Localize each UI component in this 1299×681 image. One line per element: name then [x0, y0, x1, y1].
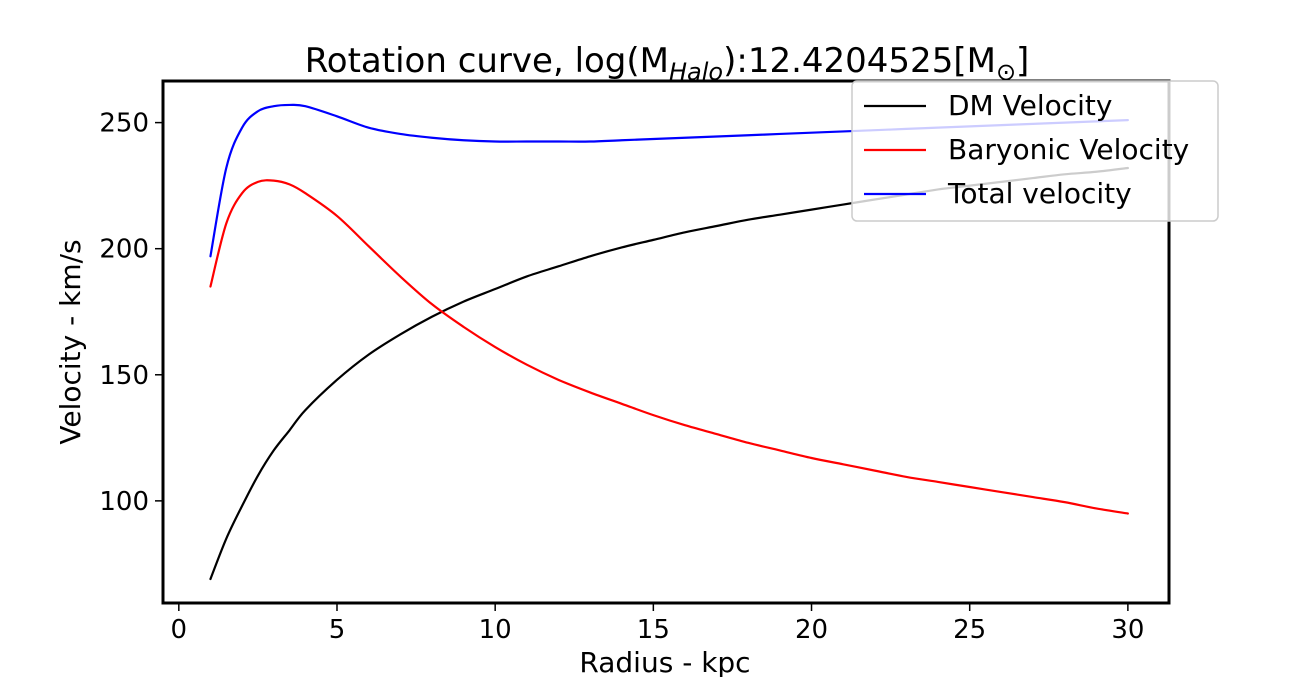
- y-tick-label: 250: [99, 109, 149, 139]
- title-suffix: ]: [1016, 41, 1029, 81]
- legend-label-dm-velocity: DM Velocity: [948, 89, 1112, 122]
- title-prefix: Rotation curve, log(M: [305, 41, 669, 81]
- title-middle: ):12.4204525[M: [723, 41, 996, 81]
- y-tick-label: 150: [99, 361, 149, 391]
- x-tick-label: 20: [795, 615, 828, 645]
- x-tick-label: 5: [329, 615, 346, 645]
- x-tick-label: 30: [1111, 615, 1144, 645]
- legend: DM Velocity Baryonic Velocity Total veloci…: [851, 80, 1219, 222]
- legend-label-baryonic-velocity: Baryonic Velocity: [948, 133, 1189, 166]
- x-tick-label: 0: [171, 615, 188, 645]
- axes: 0 5 10 15 20 25 30 100 150 200 250: [99, 79, 1171, 645]
- x-axis-label: Radius - kpc: [579, 646, 750, 677]
- chart-title: Rotation curve, log(MHalo):12.4204525[M⊙…: [305, 41, 1030, 86]
- y-axis-label: Velocity - km/s: [54, 239, 87, 444]
- series-line-baryonic-velocity: [209, 179, 1129, 515]
- x-tick-label: 15: [637, 615, 670, 645]
- plot-frame: [161, 79, 1171, 605]
- x-tick-label: 10: [479, 615, 512, 645]
- y-tick-label: 100: [99, 487, 149, 517]
- legend-label-total-velocity: Total velocity: [947, 177, 1132, 210]
- title-sun-symbol: ⊙: [996, 58, 1016, 86]
- y-tick-label: 200: [99, 235, 149, 265]
- legend-box: [851, 80, 1219, 222]
- x-tick-label: 25: [953, 615, 986, 645]
